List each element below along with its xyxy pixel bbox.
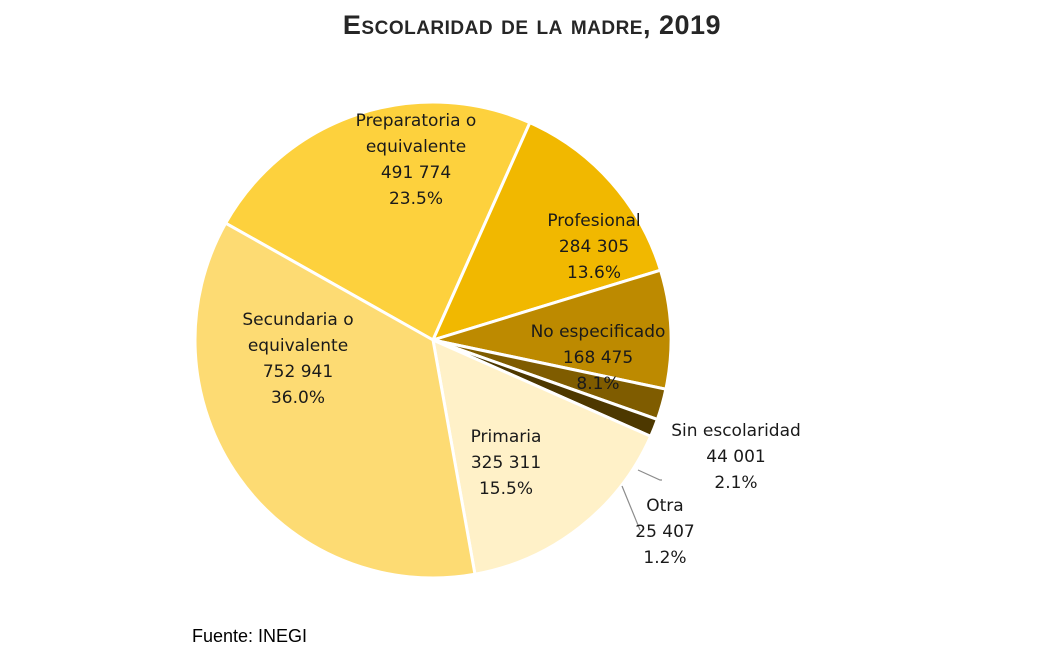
slice-label-3: Sin escolaridad 44 001 2.1%: [671, 421, 801, 493]
slice-label-percent: 13.6%: [567, 263, 621, 283]
slice-label-percent: 8.1%: [576, 374, 619, 394]
slice-label-0: Preparatoria o equivalente 491 774 23.5%: [356, 111, 477, 209]
leader-lines: [621, 469, 662, 531]
pie-slice-0: [224, 100, 532, 342]
slice-label-6: Secundaria o equivalente 752 941 36.0%: [242, 310, 353, 408]
slice-label-4: Otra 25 407 1.2%: [635, 496, 694, 568]
slice-label-percent: 1.2%: [643, 548, 686, 568]
slice-labels: Preparatoria o equivalente 491 774 23.5% Pro…: [242, 111, 800, 568]
slice-label-2: No especificado 168 475 8.1%: [531, 322, 666, 394]
chart-title: Escolaridad de la madre, 2019: [342, 10, 722, 40]
slice-label-5: Primaria 325 311 15.5%: [471, 427, 542, 499]
source-note: Fuente: INEGI: [192, 626, 308, 646]
slice-label-name: Primaria: [471, 427, 542, 447]
slice-label-name: Sin escolaridad: [671, 421, 801, 441]
slice-label-value: 44 001: [706, 447, 765, 467]
slice-label-value: 168 475: [563, 348, 633, 368]
slice-label-name: equivalente: [248, 336, 348, 356]
pie-slice-2: [431, 268, 673, 391]
pie-slices: [193, 100, 673, 580]
pie-slice-5: [431, 338, 653, 576]
slice-label-value: 752 941: [263, 362, 333, 382]
slice-label-percent: 23.5%: [389, 189, 443, 209]
slice-label-value: 284 305: [559, 237, 629, 257]
slice-label-value: 25 407: [635, 522, 694, 542]
pie-slice-6: [193, 221, 477, 580]
slice-label-name: Otra: [646, 496, 683, 516]
slice-label-name: equivalente: [366, 137, 466, 157]
pie-slice-1: [431, 121, 663, 342]
slice-label-percent: 36.0%: [271, 388, 325, 408]
slice-label-value: 325 311: [471, 453, 541, 473]
slice-label-percent: 15.5%: [479, 479, 533, 499]
slice-label-1: Profesional 284 305 13.6%: [547, 211, 640, 283]
leader-line-4: [621, 485, 641, 531]
leader-line-3: [637, 469, 662, 481]
slice-label-name: Preparatoria o: [356, 111, 477, 131]
slice-label-name: Secundaria o: [242, 310, 353, 330]
slice-label-name: Profesional: [547, 211, 640, 231]
slice-label-name: No especificado: [531, 322, 666, 342]
slice-label-value: 491 774: [381, 163, 451, 183]
slice-label-percent: 2.1%: [714, 473, 757, 493]
